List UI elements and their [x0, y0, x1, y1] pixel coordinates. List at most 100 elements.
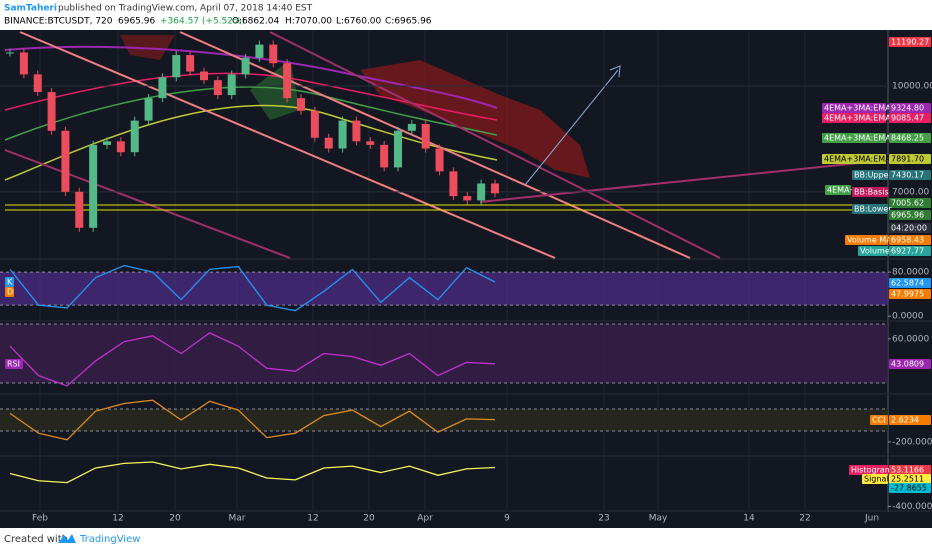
price-label: 6927.77: [891, 247, 924, 256]
price-label-bg: [889, 37, 931, 47]
price-label-bg: [889, 483, 931, 493]
price-label: 53.1166: [891, 466, 924, 475]
candle: [324, 137, 333, 149]
price-label: 2.6234: [891, 416, 919, 425]
price-label: 04:20:00: [891, 224, 927, 233]
candle: [366, 141, 375, 145]
indicator-line: [9, 461, 496, 484]
price-label: BB:Upper: [854, 171, 893, 180]
x-tick-label: 22: [799, 514, 810, 524]
y-tick-label: 60.0000: [892, 334, 929, 344]
price-label-bg: [889, 223, 931, 233]
price-label-bg: [889, 415, 931, 425]
candle: [241, 57, 250, 75]
price-label-bg: [889, 474, 931, 484]
y-tick-label: 7000.00: [892, 187, 929, 197]
price-label: 8468.25: [891, 134, 924, 143]
overlays: [4, 31, 889, 259]
author[interactable]: SamTaheri: [4, 4, 57, 14]
price-label: 4EMA+3MA:EMA4: [824, 104, 896, 113]
header-bg: [0, 0, 932, 30]
candle: [310, 110, 319, 138]
price-label: 11190.27: [891, 38, 929, 47]
price-label: BB:Basis: [854, 188, 889, 197]
candle: [435, 148, 444, 172]
footer-bg: [0, 528, 932, 550]
price-label-bg: [889, 210, 931, 220]
candle: [33, 74, 42, 93]
band: [0, 272, 888, 306]
price-label-bg: [825, 185, 851, 195]
indicator-line: [9, 264, 496, 312]
candle: [449, 171, 458, 197]
price-label-bg: [5, 287, 14, 297]
price-label-bg: [849, 465, 888, 475]
band: [0, 324, 888, 383]
candle: [477, 183, 486, 201]
last: 6965.96: [118, 17, 155, 27]
price-label: 6965.96: [891, 211, 924, 220]
price-label: 25.2511: [891, 475, 924, 484]
open: O:6862.04: [232, 17, 279, 27]
price-label-bg: [889, 198, 931, 208]
candle: [89, 144, 98, 228]
price-label-bg: [822, 113, 886, 123]
price-label: Volume: [860, 247, 890, 256]
candle: [227, 74, 236, 96]
indicator-line: [9, 332, 496, 387]
footer-created: Created with: [4, 534, 68, 545]
price-label-bg: [889, 103, 931, 113]
price-label: Volume MA: [847, 236, 892, 245]
price-label-bg: [889, 359, 931, 369]
low: L:6760.00: [336, 17, 382, 27]
price-label: 4EMA+3MA:EMA2: [824, 134, 896, 143]
price-label: 7430.17: [891, 171, 924, 180]
price-label-bg: [858, 246, 888, 256]
y-tick-label: -200.0000: [892, 438, 932, 448]
footer-brand[interactable]: TradingView: [79, 534, 140, 545]
price-label: 6958.43: [891, 236, 924, 245]
x-tick-label: Feb: [32, 514, 48, 524]
band: [0, 408, 888, 431]
price-label-bg: [889, 278, 931, 288]
candle: [6, 52, 14, 54]
x-tick-label: Mar: [229, 514, 246, 524]
candle: [352, 120, 361, 142]
price-label: 9085.47: [891, 114, 924, 123]
price-label: 4EMA+3MA:EMA3: [824, 114, 896, 123]
y-tick-label: 0.0000: [892, 312, 924, 322]
candle: [394, 130, 402, 168]
price-label-bg: [889, 170, 931, 180]
price-label: 4EMA+3MA:EMA1: [824, 155, 896, 164]
candle: [213, 80, 222, 96]
candle: [75, 191, 84, 228]
candle: [200, 71, 208, 81]
price-label: Histogram: [851, 466, 893, 475]
x-tick-label: 20: [169, 514, 181, 524]
price-label-bg: [852, 187, 888, 197]
indicator-line: [9, 399, 496, 441]
price-label-bg: [822, 133, 886, 143]
candle: [130, 120, 139, 153]
candle: [19, 52, 28, 75]
price-label: K: [7, 278, 13, 287]
price-label: -27.8655: [891, 484, 927, 493]
candle: [103, 141, 111, 145]
candle: [269, 44, 278, 64]
candle: [172, 55, 181, 78]
x-tick-label: Jun: [864, 514, 879, 524]
close: C:6965.96: [385, 17, 432, 27]
published: published on TradingView.com, April 07, …: [58, 4, 313, 14]
price-label-bg: [889, 113, 931, 123]
price-label: 7005.62: [891, 199, 924, 208]
x-tick-label: 20: [363, 514, 375, 524]
x-tick-label: Apr: [417, 514, 433, 524]
candle: [47, 92, 56, 131]
candle: [421, 123, 430, 149]
price-label: 9324.80: [891, 104, 924, 113]
price-label: 47.9975: [891, 290, 924, 299]
price-label: RSI: [7, 360, 20, 369]
candle: [116, 141, 125, 153]
candle: [255, 44, 264, 58]
